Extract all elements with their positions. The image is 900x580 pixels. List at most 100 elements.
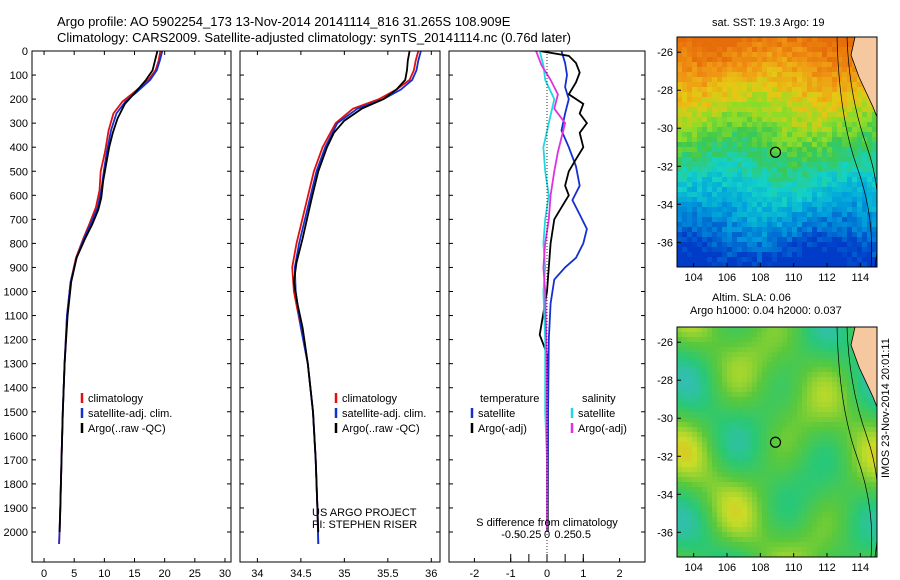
map-cell xyxy=(857,457,863,463)
map-cell xyxy=(742,122,748,128)
map-cell xyxy=(702,192,708,198)
map-cell xyxy=(837,262,843,267)
map-cell xyxy=(747,522,753,528)
map-cell xyxy=(677,547,683,553)
map-cell xyxy=(767,167,773,173)
map-cell xyxy=(852,452,858,458)
map-cell xyxy=(772,387,778,393)
map-cell xyxy=(727,137,733,143)
map-cell xyxy=(692,167,698,173)
map-cell xyxy=(742,152,748,158)
map-cell xyxy=(862,107,868,113)
map-cell xyxy=(752,442,758,448)
map-cell xyxy=(677,227,683,233)
map-cell xyxy=(842,222,848,228)
map-cell xyxy=(817,72,823,78)
map-cell xyxy=(872,202,877,208)
map-cell xyxy=(867,447,873,453)
map-cell xyxy=(722,152,728,158)
map-cell xyxy=(717,252,723,258)
map-cell xyxy=(722,112,728,118)
map-cell xyxy=(707,462,713,468)
map-cell xyxy=(817,502,823,508)
map-cell xyxy=(737,332,743,338)
map-cell xyxy=(842,42,848,48)
profile-panels xyxy=(58,51,589,545)
map-cell xyxy=(862,457,868,463)
map-cell xyxy=(857,417,863,423)
map-cell xyxy=(732,407,738,413)
map-cell xyxy=(852,182,858,188)
map-cell xyxy=(787,122,793,128)
map-cell xyxy=(807,357,813,363)
map-cell xyxy=(737,527,743,533)
map-cell xyxy=(862,502,868,508)
map-cell xyxy=(752,52,758,58)
map-cell xyxy=(757,42,763,48)
map-cell xyxy=(812,47,818,53)
map-cell xyxy=(772,442,778,448)
map-cell xyxy=(697,457,703,463)
map-cell xyxy=(682,432,688,438)
map-cell xyxy=(822,82,828,88)
map-cell xyxy=(777,262,783,267)
map-cell xyxy=(692,52,698,58)
map-cell xyxy=(722,197,728,203)
map-cell xyxy=(707,397,713,403)
map-cell xyxy=(832,87,838,93)
depth-tick-label: 1000 xyxy=(4,287,28,299)
map-cell xyxy=(692,452,698,458)
map-cell xyxy=(732,162,738,168)
map-cell xyxy=(717,107,723,113)
map-cell xyxy=(752,427,758,433)
map-cell xyxy=(767,542,773,548)
map-cell xyxy=(727,382,733,388)
map-cell xyxy=(842,332,848,338)
map-cell xyxy=(697,382,703,388)
map-cell xyxy=(857,477,863,483)
map-cell xyxy=(802,402,808,408)
map-cell xyxy=(717,367,723,373)
map-cell xyxy=(737,117,743,123)
map-cell xyxy=(802,162,808,168)
map-cell xyxy=(727,182,733,188)
map-cell xyxy=(682,457,688,463)
map-cell xyxy=(847,157,853,163)
map-cell xyxy=(757,507,763,513)
map-cell xyxy=(797,482,803,488)
map-cell xyxy=(817,387,823,393)
map-cell xyxy=(817,527,823,533)
map-cell xyxy=(772,542,778,548)
map-cell xyxy=(702,262,708,267)
map-cell xyxy=(677,152,683,158)
map-cell xyxy=(712,147,718,153)
map-cell xyxy=(842,537,848,543)
map-cell xyxy=(692,532,698,538)
map-cell xyxy=(742,327,748,333)
map-cell xyxy=(822,422,828,428)
series-line-3 xyxy=(292,51,411,533)
map-cell xyxy=(737,152,743,158)
map-cell xyxy=(737,72,743,78)
map-cell xyxy=(742,537,748,543)
map-cell xyxy=(677,62,683,68)
map-cell xyxy=(717,57,723,63)
map-cell xyxy=(807,327,813,333)
map-cell xyxy=(747,367,753,373)
map-cell xyxy=(827,527,833,533)
map-cell xyxy=(832,147,838,153)
map-cell xyxy=(682,167,688,173)
x-tick-label: 0 xyxy=(41,568,47,580)
map-cell xyxy=(752,62,758,68)
map-cell xyxy=(747,447,753,453)
map-cell xyxy=(742,387,748,393)
map-cell xyxy=(762,252,768,258)
map-cell xyxy=(717,217,723,223)
map-cell xyxy=(682,122,688,128)
map-cell xyxy=(807,252,813,258)
map-cell xyxy=(792,462,798,468)
map-cell xyxy=(737,367,743,373)
map-cell xyxy=(787,232,793,238)
map-cell xyxy=(767,382,773,388)
map-cell xyxy=(742,412,748,418)
